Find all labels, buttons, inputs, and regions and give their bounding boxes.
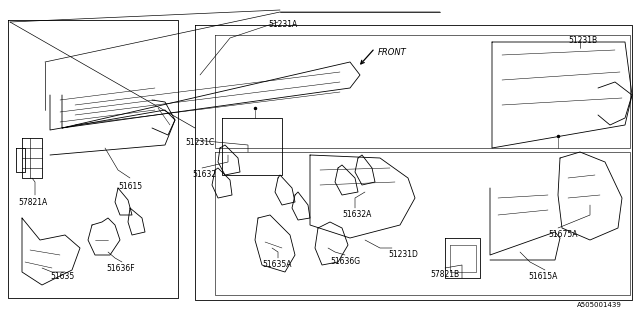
Text: 51231A: 51231A [268, 20, 297, 29]
Text: 51632: 51632 [192, 170, 216, 179]
Text: 51635: 51635 [50, 272, 74, 281]
Text: 51636F: 51636F [106, 264, 134, 273]
Text: 51615: 51615 [118, 182, 142, 191]
Text: 51635A: 51635A [262, 260, 291, 269]
Text: 51231D: 51231D [388, 250, 418, 259]
Text: 51231C: 51231C [185, 138, 214, 147]
Text: 51675A: 51675A [548, 230, 577, 239]
Text: FRONT: FRONT [378, 48, 407, 57]
Text: 51632A: 51632A [342, 210, 371, 219]
Text: 51636G: 51636G [330, 257, 360, 266]
Text: 51615A: 51615A [528, 272, 557, 281]
Text: 51231B: 51231B [568, 36, 597, 45]
Text: 57821A: 57821A [18, 198, 47, 207]
Text: 57821B: 57821B [430, 270, 459, 279]
Text: A505001439: A505001439 [577, 302, 622, 308]
